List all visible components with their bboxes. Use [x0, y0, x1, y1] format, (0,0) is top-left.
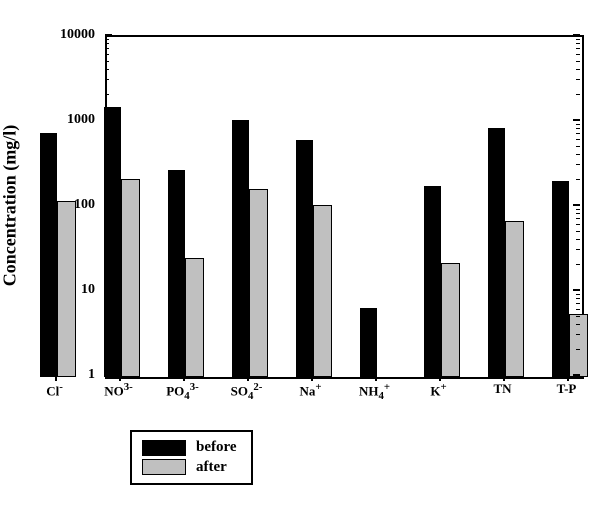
bar-after: [249, 189, 268, 377]
bar-before: [552, 181, 569, 377]
y-axis-label: Concentration (mg/l): [0, 106, 21, 306]
legend-label: after: [196, 458, 227, 478]
legend-swatch: [142, 440, 186, 456]
legend-item: after: [142, 458, 237, 478]
bar-after: [441, 263, 460, 377]
legend-swatch: [142, 459, 186, 475]
x-tick-label: NH4+: [350, 381, 400, 402]
bar-before: [40, 133, 57, 377]
x-tick-label: Cl-: [30, 381, 80, 399]
x-tick-label: PO43-: [158, 381, 208, 402]
y-tick-label: 10000: [50, 27, 95, 43]
x-tick-label: TN: [478, 381, 528, 397]
x-tick-label: SS: [606, 381, 613, 397]
chart-container: Concentration (mg/l) 110100100010000 Cl-…: [0, 0, 613, 517]
bar-before: [424, 186, 441, 377]
bar-before: [104, 107, 121, 377]
bar-before: [360, 308, 377, 377]
x-tick-label: K+: [414, 381, 464, 399]
y-tick-label: 1000: [50, 112, 95, 128]
x-tick-label: NO3-: [94, 381, 144, 399]
x-tick-label: Na+: [286, 381, 336, 399]
legend-label: before: [196, 438, 237, 458]
y-tick-label: 100: [50, 197, 95, 213]
y-tick-label: 10: [50, 282, 95, 298]
bar-before: [232, 120, 249, 377]
legend: beforeafter: [130, 430, 253, 485]
bar-before: [488, 128, 505, 377]
plot-area: [105, 35, 584, 379]
bar-after: [185, 258, 204, 377]
bar-before: [296, 140, 313, 377]
bar-after: [121, 179, 140, 377]
bar-after: [505, 221, 524, 377]
bar-after: [313, 205, 332, 377]
legend-item: before: [142, 438, 237, 458]
x-tick-label: T-P: [542, 381, 592, 397]
x-tick-label: SO42-: [222, 381, 272, 402]
bar-before: [168, 170, 185, 377]
